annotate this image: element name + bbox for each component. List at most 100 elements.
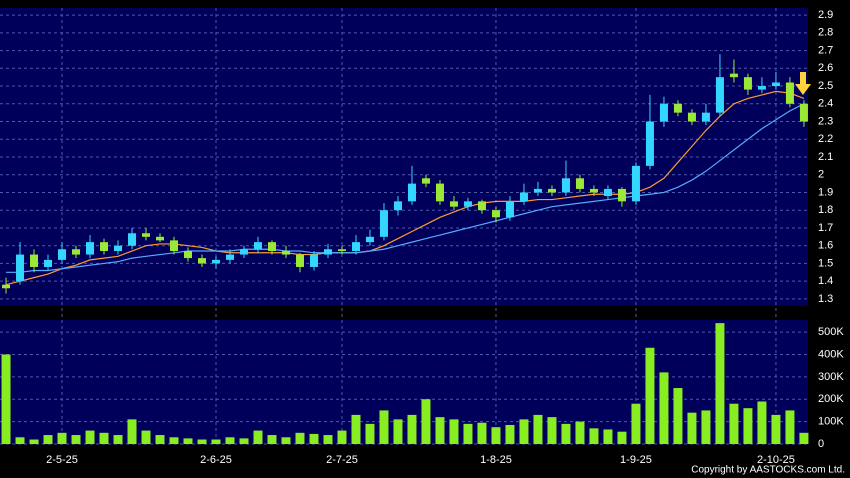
moving-average-line xyxy=(5,90,805,286)
x-tick-label: 2-5-25 xyxy=(46,454,78,466)
candle-body xyxy=(715,77,724,113)
volume-bar xyxy=(785,410,795,444)
y-tick-label: 2.8 xyxy=(818,27,833,39)
y-tick-label: 2.6 xyxy=(818,62,833,74)
copyright: Copyright by AASTOCKS.com Ltd. xyxy=(691,465,845,476)
volume-bar xyxy=(449,419,459,444)
volume-bar xyxy=(743,408,753,444)
candle-body xyxy=(673,103,682,113)
candle-body xyxy=(239,249,248,255)
y-tick-label: 1.5 xyxy=(818,257,833,269)
arrow xyxy=(795,72,811,95)
candle-body xyxy=(477,201,486,211)
candle-body xyxy=(351,242,360,252)
volume-bar xyxy=(603,429,613,444)
volume-bar xyxy=(71,435,81,444)
volume-bar xyxy=(295,432,305,444)
candle-body xyxy=(267,242,276,252)
candle-body xyxy=(519,192,528,202)
candle-body xyxy=(281,251,290,255)
y-tick-label: 1.4 xyxy=(818,275,833,287)
candle-body xyxy=(785,82,794,104)
candle-body xyxy=(799,103,808,122)
candle-body xyxy=(421,178,430,184)
y-tick-label: 200K xyxy=(818,393,844,405)
candle-body xyxy=(407,183,416,202)
candle-body xyxy=(295,254,304,267)
volume-bar xyxy=(127,419,137,444)
volume-bar xyxy=(99,432,109,444)
candle-body xyxy=(198,258,206,264)
y-tick-label: 300K xyxy=(818,371,844,383)
candle-body xyxy=(128,233,137,246)
volume-bar xyxy=(757,401,767,444)
volume-bar xyxy=(85,430,95,444)
volume-bar xyxy=(211,439,221,444)
volume-bar xyxy=(365,423,375,444)
volume-bar xyxy=(1,354,11,444)
candle-body xyxy=(86,242,95,255)
volume-bar xyxy=(183,438,193,444)
x-tick-label: 1-9-25 xyxy=(620,454,652,466)
volume-bar xyxy=(239,438,249,444)
candle-body xyxy=(757,86,766,90)
candle-body xyxy=(16,254,25,282)
volume-bar xyxy=(799,432,809,444)
volume-bar xyxy=(701,410,711,444)
volume-bar xyxy=(309,433,319,444)
volume-panel xyxy=(0,320,808,444)
volume-bar xyxy=(505,424,515,444)
y-tick-label: 2.3 xyxy=(818,115,833,127)
y-tick-label: 1.9 xyxy=(818,186,833,198)
candle-body xyxy=(30,254,39,267)
candle-body xyxy=(575,178,584,189)
volume-bar xyxy=(687,412,697,444)
candle-body xyxy=(645,121,654,166)
candle-body xyxy=(379,210,388,237)
volume-bar xyxy=(43,435,53,444)
y-tick-label: 0 xyxy=(818,438,824,450)
candle-body xyxy=(170,240,179,252)
y-tick-label: 1.8 xyxy=(818,204,833,216)
volume-bar xyxy=(29,439,39,444)
candle-body xyxy=(253,242,262,250)
candle-body xyxy=(211,259,220,264)
candle-body xyxy=(463,201,472,207)
volume-bar xyxy=(463,423,473,444)
volume-bar xyxy=(323,435,333,444)
volume-bar xyxy=(575,421,585,444)
y-tick-label: 1.3 xyxy=(818,293,833,305)
volume-bar xyxy=(533,414,543,444)
y-tick-label: 500K xyxy=(818,326,844,338)
y-tick-label: 2 xyxy=(818,169,824,181)
volume-bar xyxy=(477,422,487,444)
volume-bar xyxy=(225,437,235,444)
candle-body xyxy=(44,259,53,267)
candle-body xyxy=(659,103,668,122)
volume-bar xyxy=(659,372,669,444)
candle-body xyxy=(561,178,570,193)
x-tick-label: 1-8-25 xyxy=(480,454,512,466)
volume-bar xyxy=(407,414,417,444)
volume-bar xyxy=(771,414,781,444)
volume-bar xyxy=(589,428,599,444)
candle-body xyxy=(435,183,444,202)
moving-average-line xyxy=(6,103,805,273)
volume-bar xyxy=(617,431,627,444)
candle-body xyxy=(533,188,542,193)
y-tick-label: 1.7 xyxy=(818,222,833,234)
candle-body xyxy=(743,77,752,90)
candle-body xyxy=(156,236,165,241)
volume-bar xyxy=(715,323,725,444)
candle-body xyxy=(100,242,109,252)
y-tick-label: 2.1 xyxy=(818,151,833,163)
volume-bar xyxy=(435,417,445,444)
candle-body xyxy=(337,249,346,252)
candle-body xyxy=(323,249,332,255)
candle-body xyxy=(309,254,318,267)
volume-bar xyxy=(519,419,529,444)
volume-bar xyxy=(141,430,151,444)
candle-body xyxy=(771,82,780,87)
candle-body xyxy=(72,249,81,255)
